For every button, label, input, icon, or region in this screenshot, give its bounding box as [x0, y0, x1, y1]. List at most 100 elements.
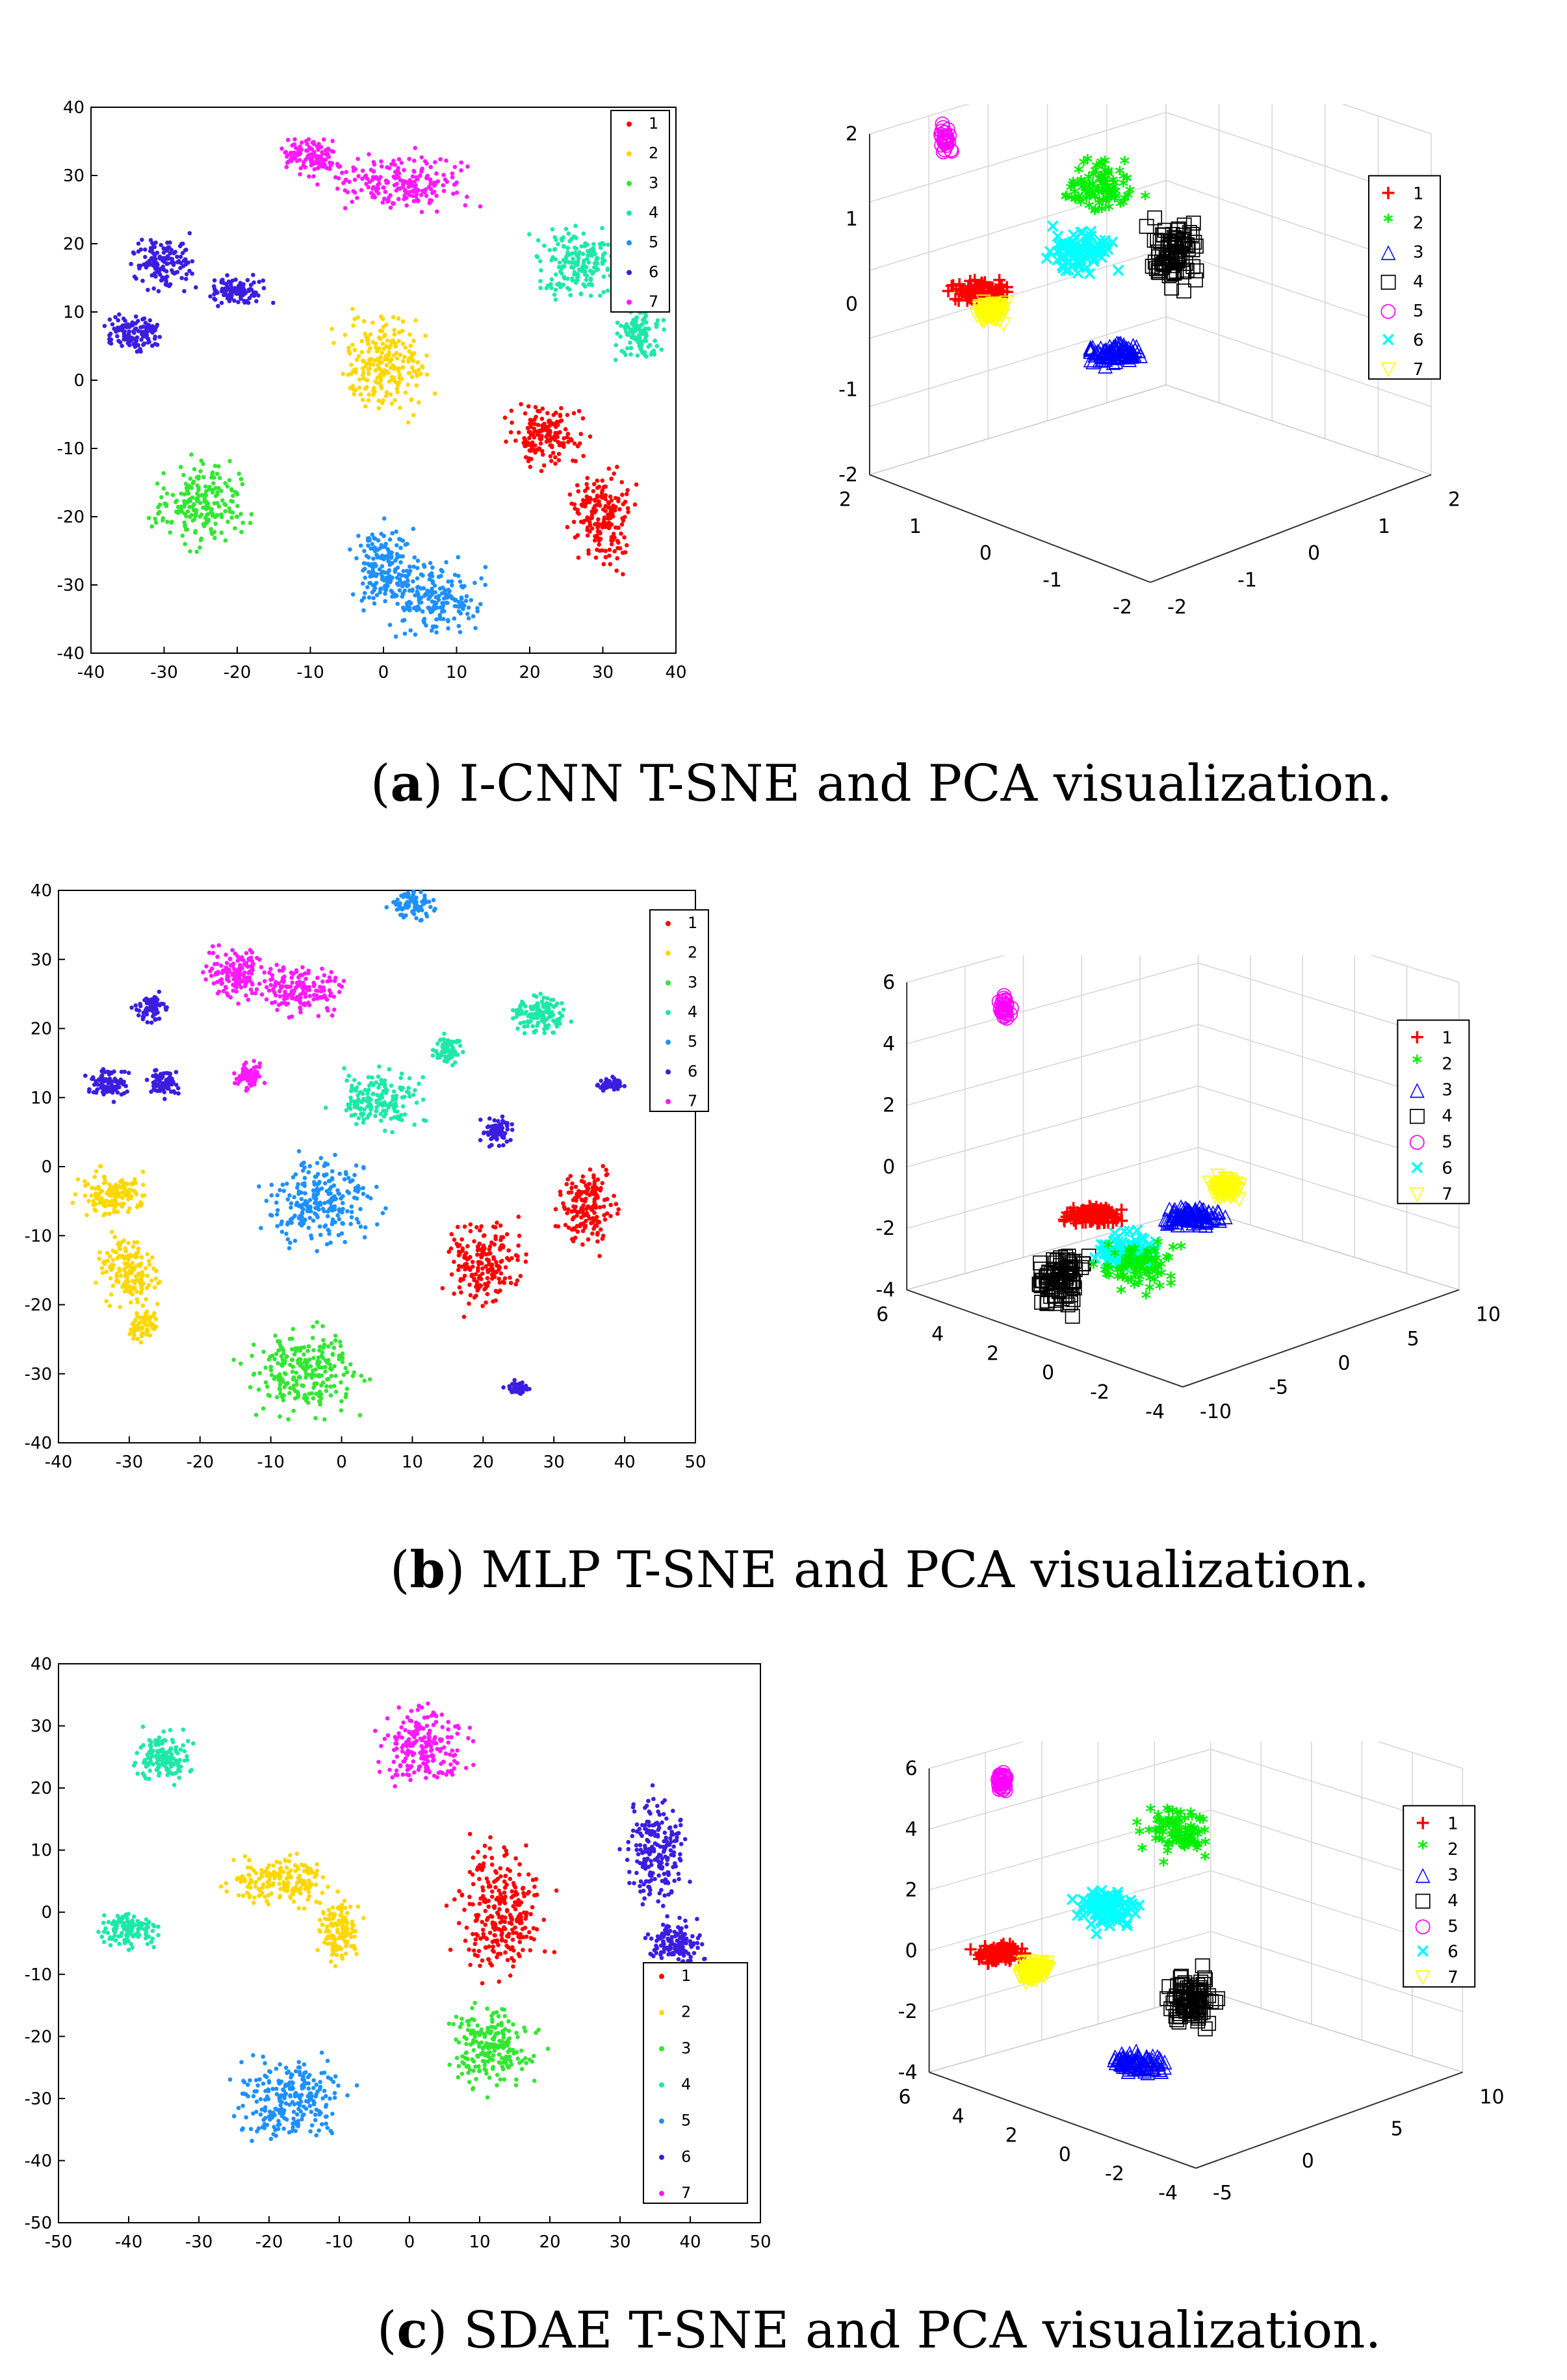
data-point	[600, 1181, 605, 1185]
data-point: ×	[1083, 220, 1099, 242]
data-point	[550, 227, 555, 232]
data-point	[118, 1247, 122, 1252]
data-point	[129, 261, 133, 266]
data-point	[456, 1263, 461, 1269]
data-point	[407, 157, 411, 161]
data-point: *	[1122, 171, 1132, 194]
data-point	[526, 404, 531, 409]
data-point	[608, 494, 613, 499]
data-point	[279, 1230, 285, 1234]
grid-line	[869, 248, 1167, 339]
data-point	[500, 1258, 504, 1263]
data-point	[211, 481, 216, 485]
data-point	[549, 998, 554, 1002]
data-point	[310, 140, 315, 145]
data-point	[559, 271, 564, 276]
data-point	[537, 428, 542, 433]
data-point: *	[1097, 157, 1107, 180]
series-2: ** ****** ************** **** *** *** *** *****…	[1061, 151, 1151, 226]
data-point	[428, 561, 433, 565]
data-point: *	[1104, 200, 1114, 222]
data-point	[133, 1177, 137, 1182]
data-point: *	[1107, 184, 1117, 207]
data-point	[161, 471, 166, 476]
data-point	[268, 1367, 274, 1373]
data-point	[99, 1085, 103, 1090]
data-point	[289, 1201, 294, 1206]
data-point	[313, 1416, 318, 1421]
data-point: ▽	[974, 308, 989, 331]
data-point	[322, 157, 328, 162]
data-point	[285, 1182, 289, 1186]
data-point	[548, 430, 552, 435]
data-point	[348, 385, 353, 391]
data-point	[420, 908, 424, 912]
data-point	[239, 294, 243, 300]
data-point	[413, 318, 418, 323]
data-point	[353, 387, 358, 393]
data-point: ▽	[989, 298, 1004, 320]
data-point: ×	[1054, 233, 1070, 256]
data-point: ▽	[979, 296, 994, 319]
data-point	[125, 1089, 129, 1094]
data-point: □	[1176, 233, 1195, 255]
data-point: ○	[939, 129, 955, 151]
data-point	[287, 1391, 292, 1395]
data-point	[412, 159, 417, 163]
data-point	[146, 1000, 151, 1005]
data-point: +	[986, 281, 1002, 304]
data-point	[330, 1352, 335, 1357]
data-point	[595, 478, 600, 483]
data-point	[387, 562, 393, 567]
data-point	[613, 525, 618, 530]
data-point	[429, 628, 434, 633]
data-point	[366, 349, 371, 354]
y-tick-label: -10	[25, 1226, 52, 1246]
data-point	[396, 197, 401, 201]
data-point	[502, 1131, 508, 1135]
data-point	[342, 1066, 346, 1070]
data-point	[595, 493, 600, 498]
grid-line	[869, 316, 1167, 407]
data-point: □	[1161, 229, 1179, 252]
data-point	[165, 1081, 170, 1085]
data-point	[133, 1189, 138, 1195]
data-point	[435, 1041, 440, 1046]
data-point	[522, 436, 526, 441]
data-point: △	[1109, 344, 1124, 367]
series-3	[146, 452, 254, 554]
data-point	[654, 322, 660, 327]
data-point	[422, 617, 427, 621]
data-point	[383, 1111, 388, 1117]
data-point	[398, 545, 403, 550]
data-point: ▽	[984, 305, 999, 328]
data-point	[601, 1204, 606, 1209]
data-point	[578, 292, 584, 297]
data-point	[164, 269, 169, 274]
data-point	[202, 522, 207, 526]
data-point	[366, 555, 371, 560]
data-point	[612, 508, 617, 513]
data-point	[91, 1198, 96, 1204]
data-point: ▽	[979, 300, 994, 323]
data-point	[191, 479, 196, 484]
data-point: +	[966, 279, 982, 302]
data-point	[586, 551, 591, 556]
data-point	[123, 1248, 128, 1254]
data-point	[576, 256, 581, 261]
data-point: ▽	[989, 302, 1004, 324]
data-point	[154, 1083, 159, 1089]
data-point	[586, 253, 590, 258]
data-point	[497, 1143, 502, 1148]
data-point	[187, 268, 192, 274]
data-point: △	[1088, 339, 1103, 362]
data-point: ▽	[981, 298, 996, 320]
data-point	[473, 626, 478, 630]
data-point	[155, 481, 160, 486]
legend-marker	[627, 181, 632, 187]
data-point	[383, 356, 388, 361]
data-point	[468, 1222, 473, 1227]
data-point	[411, 579, 415, 584]
data-point	[212, 501, 217, 506]
y-tick-label: 0	[41, 1158, 52, 1177]
